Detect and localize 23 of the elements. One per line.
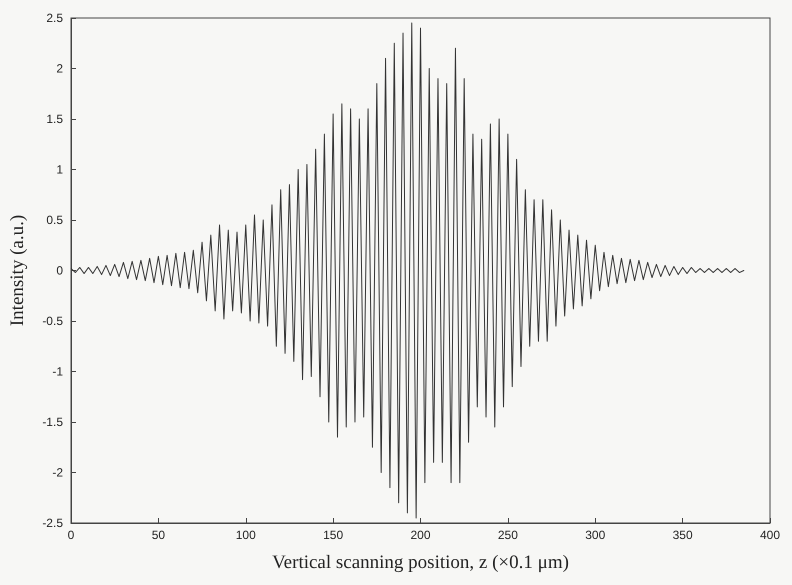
y-tick-label: -2.5 xyxy=(42,516,64,530)
y-tick-label: -0.5 xyxy=(42,314,64,328)
x-tick-label: 300 xyxy=(585,528,606,542)
y-tick-label: 2.5 xyxy=(46,11,64,25)
y-tick-label: 1.5 xyxy=(46,112,64,126)
line-series xyxy=(70,22,744,518)
y-axis-title: Intensity (a.u.) xyxy=(7,214,28,326)
x-tick-label: 400 xyxy=(760,528,780,542)
y-tick-label: 0 xyxy=(56,264,64,278)
y-tick-label: 0.5 xyxy=(46,213,64,227)
x-tick-label: 350 xyxy=(672,528,693,542)
x-tick-label: 200 xyxy=(410,528,431,542)
y-tick-label: -2 xyxy=(52,466,64,480)
y-tick-label: -1.5 xyxy=(42,415,64,429)
x-tick-label: 250 xyxy=(498,528,518,542)
x-tick-label: 150 xyxy=(323,528,344,542)
x-tick-label: 0 xyxy=(68,528,75,542)
y-tick-label: 1 xyxy=(56,162,64,176)
x-tick-label: 100 xyxy=(236,528,256,542)
x-tick-label: 50 xyxy=(152,528,166,542)
x-axis-title: Vertical scanning position, z (×0.1 μm) xyxy=(272,552,569,573)
y-tick-label: 2 xyxy=(56,62,64,76)
y-tick-label: -1 xyxy=(52,364,64,378)
